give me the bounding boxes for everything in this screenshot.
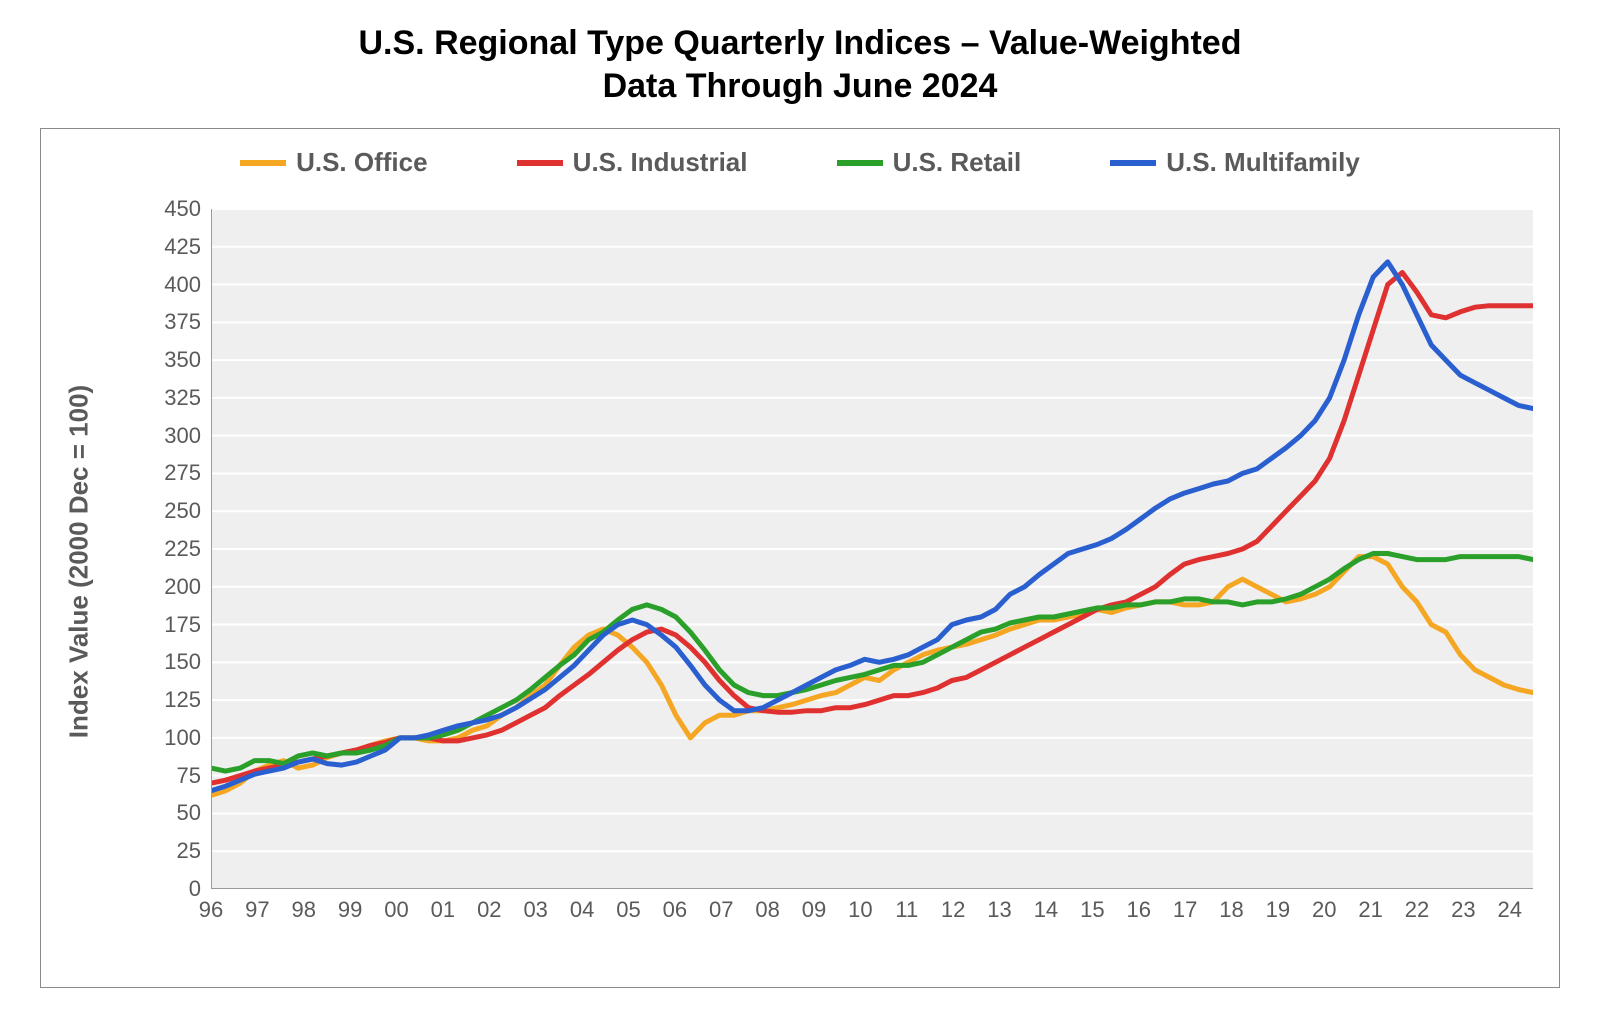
x-tick-99: 99 xyxy=(338,897,362,923)
x-tick-11: 11 xyxy=(895,897,918,923)
legend-label-multifamily: U.S. Multifamily xyxy=(1166,147,1360,178)
y-tick-150: 150 xyxy=(164,649,201,675)
x-tick-07: 07 xyxy=(709,897,733,923)
y-axis-title: Index Value (2000 Dec = 100) xyxy=(64,385,95,738)
x-tick-23: 23 xyxy=(1451,897,1475,923)
x-tick-04: 04 xyxy=(570,897,594,923)
legend-swatch-retail xyxy=(837,160,883,166)
y-tick-75: 75 xyxy=(177,763,201,789)
legend-label-industrial: U.S. Industrial xyxy=(573,147,748,178)
x-tick-18: 18 xyxy=(1219,897,1243,923)
x-tick-98: 98 xyxy=(292,897,316,923)
x-tick-12: 12 xyxy=(941,897,965,923)
y-tick-50: 50 xyxy=(177,800,201,826)
chart-frame: U.S. Office U.S. Industrial U.S. Retail … xyxy=(40,128,1560,988)
x-tick-08: 08 xyxy=(755,897,779,923)
legend-item-industrial: U.S. Industrial xyxy=(517,147,748,178)
plot-area: 0255075100125150175200225250275300325350… xyxy=(211,209,1533,889)
x-tick-17: 17 xyxy=(1173,897,1197,923)
x-tick-06: 06 xyxy=(663,897,687,923)
legend-swatch-industrial xyxy=(517,160,563,166)
x-tick-05: 05 xyxy=(616,897,640,923)
plot-svg xyxy=(211,209,1533,889)
page-root: U.S. Regional Type Quarterly Indices – V… xyxy=(0,0,1600,1029)
gridlines xyxy=(211,209,1533,889)
series-u-s-industrial xyxy=(211,273,1533,784)
y-tick-25: 25 xyxy=(177,838,201,864)
legend-item-multifamily: U.S. Multifamily xyxy=(1110,147,1360,178)
y-tick-325: 325 xyxy=(164,385,201,411)
x-tick-96: 96 xyxy=(199,897,223,923)
y-tick-125: 125 xyxy=(164,687,201,713)
x-tick-14: 14 xyxy=(1034,897,1058,923)
y-tick-300: 300 xyxy=(164,423,201,449)
y-tick-250: 250 xyxy=(164,498,201,524)
x-tick-00: 00 xyxy=(384,897,408,923)
series-u-s-multifamily xyxy=(211,262,1533,791)
y-tick-275: 275 xyxy=(164,460,201,486)
legend-label-office: U.S. Office xyxy=(296,147,427,178)
chart-legend: U.S. Office U.S. Industrial U.S. Retail … xyxy=(41,147,1559,178)
legend-item-office: U.S. Office xyxy=(240,147,427,178)
x-tick-13: 13 xyxy=(987,897,1011,923)
y-tick-225: 225 xyxy=(164,536,201,562)
x-tick-16: 16 xyxy=(1126,897,1150,923)
x-tick-22: 22 xyxy=(1405,897,1429,923)
chart-title-line2: Data Through June 2024 xyxy=(0,65,1600,108)
x-tick-10: 10 xyxy=(848,897,872,923)
y-tick-175: 175 xyxy=(164,612,201,638)
x-tick-01: 01 xyxy=(431,897,455,923)
y-tick-450: 450 xyxy=(164,196,201,222)
y-tick-350: 350 xyxy=(164,347,201,373)
legend-label-retail: U.S. Retail xyxy=(893,147,1022,178)
y-tick-200: 200 xyxy=(164,574,201,600)
series-group xyxy=(211,262,1533,795)
y-tick-100: 100 xyxy=(164,725,201,751)
y-tick-400: 400 xyxy=(164,272,201,298)
x-tick-09: 09 xyxy=(802,897,826,923)
x-tick-02: 02 xyxy=(477,897,501,923)
x-tick-97: 97 xyxy=(245,897,269,923)
x-tick-21: 21 xyxy=(1358,897,1382,923)
x-tick-20: 20 xyxy=(1312,897,1336,923)
legend-swatch-office xyxy=(240,160,286,166)
legend-item-retail: U.S. Retail xyxy=(837,147,1022,178)
chart-title-block: U.S. Regional Type Quarterly Indices – V… xyxy=(0,0,1600,107)
chart-title-line1: U.S. Regional Type Quarterly Indices – V… xyxy=(0,22,1600,65)
legend-swatch-multifamily xyxy=(1110,160,1156,166)
series-u-s-office xyxy=(211,557,1533,796)
y-tick-375: 375 xyxy=(164,309,201,335)
x-tick-19: 19 xyxy=(1266,897,1290,923)
x-tick-24: 24 xyxy=(1498,897,1522,923)
y-tick-425: 425 xyxy=(164,234,201,260)
x-tick-15: 15 xyxy=(1080,897,1104,923)
x-tick-03: 03 xyxy=(523,897,547,923)
